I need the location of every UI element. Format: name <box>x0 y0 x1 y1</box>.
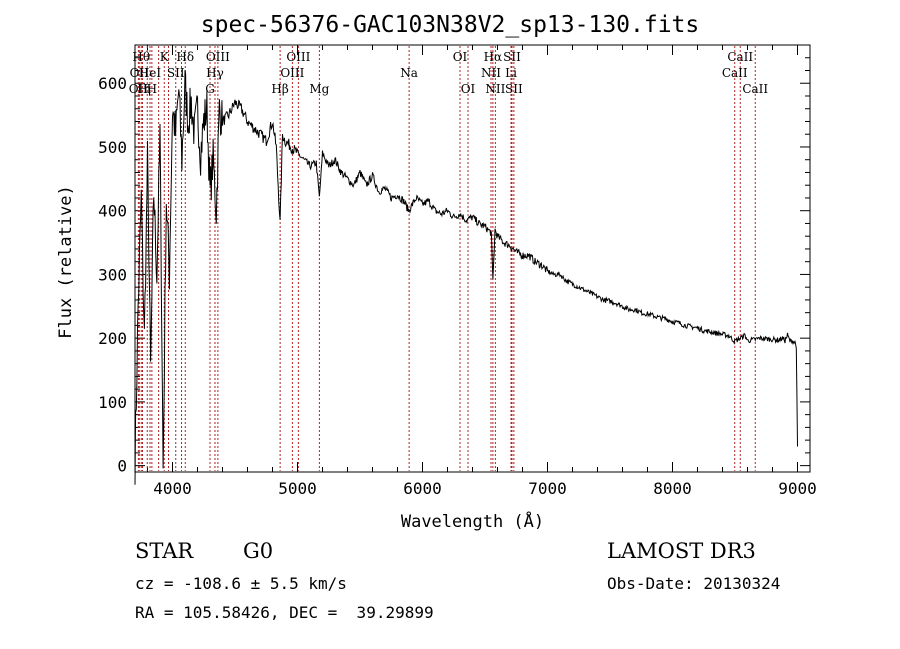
line-label: OIII <box>206 50 230 64</box>
x-axis-label: Wavelength (Å) <box>400 512 545 532</box>
line-label: OII <box>129 82 149 96</box>
y-tick-label: 200 <box>98 329 127 348</box>
spectrum-series <box>134 70 798 485</box>
x-tick-label: 9000 <box>778 479 817 498</box>
coordinates: RA = 105.58426, DEC = 39.29899 <box>135 603 434 622</box>
line-label: CaII <box>722 66 748 80</box>
x-tick-label: 7000 <box>528 479 567 498</box>
line-label: η <box>144 82 151 96</box>
x-tick-label: 4000 <box>153 479 192 498</box>
line-label: Mg <box>309 82 329 96</box>
line-label: NII <box>485 82 505 96</box>
line-label: SII <box>505 82 523 96</box>
chart-text: 4000 5000 6000 7000 8000 9000 0 100 200 300 400 500… <box>98 50 817 498</box>
line-label: CaII <box>742 82 768 96</box>
line-label: Hθ <box>132 50 150 64</box>
line-label: G <box>205 82 215 96</box>
y-tick-label: 500 <box>98 138 127 157</box>
observation-date: Obs-Date: 20130324 <box>607 574 781 593</box>
line-label: Hδ <box>176 50 194 64</box>
line-label: OIII <box>280 66 304 80</box>
survey-name: LAMOST DR3 <box>607 539 756 563</box>
line-label: SII <box>503 50 521 64</box>
line-label: Na <box>400 66 418 80</box>
x-tick-label: 8000 <box>653 479 692 498</box>
x-tick-label: 6000 <box>403 479 442 498</box>
redshift-velocity: cz = -108.6 ± 5.5 km/s <box>135 574 347 593</box>
line-label: Li <box>505 66 517 80</box>
line-label: Hβ <box>271 82 288 96</box>
line-label: HeI <box>139 66 162 80</box>
line-label: SII <box>167 66 185 80</box>
emission-line-markers <box>137 46 756 471</box>
object-subclass: G0 <box>243 539 274 563</box>
y-tick-label: 100 <box>98 393 127 412</box>
axes <box>134 44 811 473</box>
y-tick-label: 0 <box>117 457 127 476</box>
line-label: Hγ <box>206 66 224 80</box>
y-axis-label: Flux (relative) <box>56 185 76 339</box>
object-class: STAR <box>135 539 194 563</box>
line-label: OIII <box>286 50 310 64</box>
line-label: H <box>137 82 147 96</box>
line-label: OII <box>130 66 150 80</box>
y-tick-label: 400 <box>98 202 127 221</box>
y-tick-label: 600 <box>98 74 127 93</box>
line-label: K <box>160 50 170 64</box>
line-label: NII <box>481 66 501 80</box>
x-tick-label: 5000 <box>278 479 317 498</box>
line-label: CaII <box>727 50 753 64</box>
line-label: Hα <box>484 50 503 64</box>
y-tick-label: 300 <box>98 265 127 284</box>
chart-title: spec-56376-GAC103N38V2_sp13-130.fits <box>200 12 700 38</box>
line-label: OI <box>461 82 476 96</box>
spectrum-line <box>134 70 798 485</box>
line-label: H <box>147 82 157 96</box>
line-label: OI <box>453 50 468 64</box>
plot-frame <box>134 44 811 473</box>
